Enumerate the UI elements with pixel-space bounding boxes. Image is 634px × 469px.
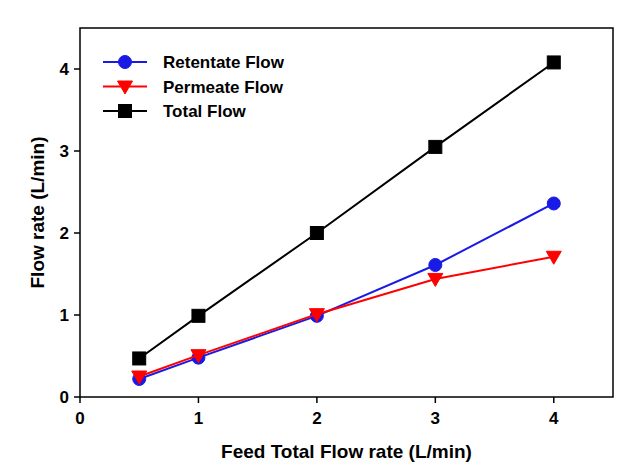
series-marker <box>192 309 205 322</box>
series-marker <box>309 309 324 322</box>
legend-marker <box>118 81 133 94</box>
legend: Retentate Flow Permeate Flow Total Flow <box>103 53 285 121</box>
y-tick <box>74 150 80 152</box>
y-tick-label: 1 <box>60 306 69 325</box>
y-tick-label: 4 <box>60 60 70 79</box>
series-marker <box>310 227 323 240</box>
x-tick <box>316 397 318 403</box>
y-tick-label: 2 <box>60 224 69 243</box>
x-tick-label: 2 <box>312 409 321 428</box>
series-line <box>139 257 554 377</box>
series-marker <box>429 140 442 153</box>
legend-label: Retentate Flow <box>163 53 285 72</box>
x-tick <box>79 397 81 403</box>
legend-marker <box>119 56 132 69</box>
series-marker <box>547 56 560 69</box>
x-axis-label: Feed Total Flow rate (L/min) <box>221 441 472 462</box>
legend-marker <box>119 105 132 118</box>
series-marker <box>547 197 560 210</box>
series-line <box>139 62 554 358</box>
plot-frame <box>80 28 613 397</box>
series-marker <box>428 273 443 286</box>
y-axis-label: Flow rate (L/min) <box>27 137 48 289</box>
x-tick <box>553 397 555 403</box>
series-line <box>139 203 554 378</box>
x-tick-label: 4 <box>549 409 559 428</box>
y-tick <box>74 396 80 398</box>
series-marker <box>133 352 146 365</box>
legend-label: Total Flow <box>163 102 247 121</box>
series-marker <box>546 251 561 264</box>
y-tick <box>74 232 80 234</box>
x-tick <box>198 397 200 403</box>
series-marker <box>191 350 206 363</box>
series-marker <box>429 258 442 271</box>
y-tick <box>74 68 80 70</box>
x-tick <box>435 397 437 403</box>
legend-label: Permeate Flow <box>163 78 284 97</box>
x-tick-label: 1 <box>194 409 203 428</box>
series-marker <box>132 371 147 384</box>
x-tick-label: 3 <box>431 409 440 428</box>
y-tick-label: 3 <box>60 142 69 161</box>
chart: 0 1 2 3 4 0 1 2 3 4 Feed Total Flow rate (L/min) Fl… <box>0 0 634 469</box>
y-tick <box>74 314 80 316</box>
plot-data <box>132 56 562 386</box>
x-tick-label: 0 <box>75 409 84 428</box>
y-tick-label: 0 <box>60 388 69 407</box>
